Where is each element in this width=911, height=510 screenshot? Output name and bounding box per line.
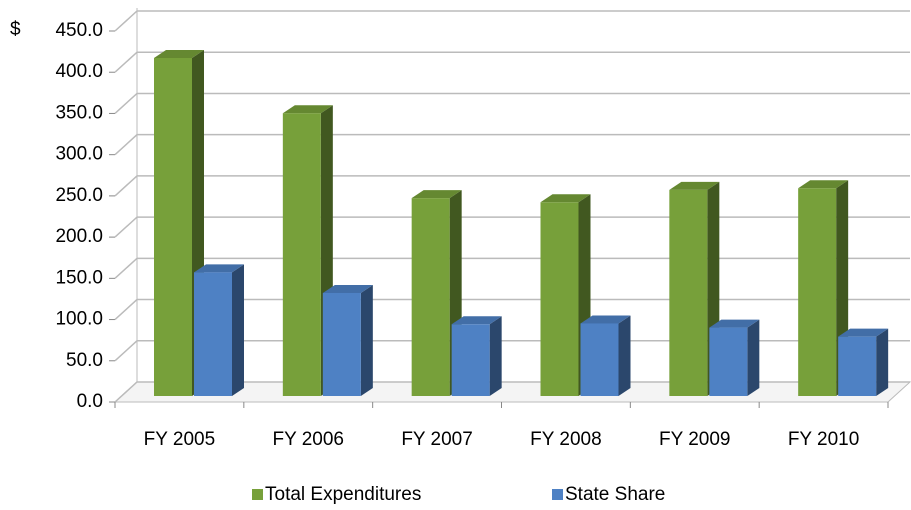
bar-top [322, 284, 373, 293]
y-tick-label: 0.0 [77, 391, 103, 412]
x-tick-label: FY 2008 [530, 429, 601, 450]
bar [322, 284, 373, 396]
grid-line [114, 298, 910, 321]
bar-top [451, 316, 502, 325]
bar [838, 328, 889, 396]
legend-swatch [552, 489, 563, 500]
bar [451, 316, 502, 396]
bar-side [489, 316, 502, 396]
bar-top [540, 194, 591, 203]
y-tick-label: 300.0 [55, 144, 103, 165]
bar-front [194, 272, 232, 396]
bar-top [838, 328, 889, 337]
bar-top [669, 181, 720, 190]
bar-front [838, 336, 877, 396]
bar-front [451, 324, 490, 396]
x-tick-label: FY 2005 [144, 429, 215, 450]
bar-top [709, 319, 760, 328]
bar-top [154, 49, 204, 58]
bar-front [798, 188, 837, 396]
bar-front [411, 198, 450, 396]
grid-line [114, 257, 910, 279]
grid-line [114, 133, 910, 156]
y-tick-label: 250.0 [55, 185, 103, 206]
bar-side [618, 315, 631, 396]
grid-line [114, 175, 910, 197]
bar [580, 315, 631, 396]
grid-line [114, 340, 910, 362]
bar-top [194, 264, 244, 273]
legend-label: State Share [565, 484, 665, 505]
grid-line [114, 10, 910, 32]
y-tick-label: 50.0 [66, 350, 103, 371]
x-tick-label: FY 2010 [788, 429, 859, 450]
bar-side [876, 328, 889, 396]
x-tick-label: FY 2009 [659, 429, 730, 450]
y-tick-label: 200.0 [55, 226, 103, 247]
y-tick-label: 100.0 [55, 309, 103, 330]
y-tick-label: 400.0 [55, 61, 103, 82]
x-tick-label: FY 2006 [273, 429, 344, 450]
grid-line [114, 381, 910, 403]
bar [709, 319, 760, 396]
bar-front [282, 113, 321, 397]
bar-top [580, 315, 631, 324]
bar-side [747, 319, 760, 396]
legend-swatch [252, 489, 263, 500]
y-tick-label: 150.0 [55, 267, 103, 288]
bar-front [669, 189, 708, 396]
legend-label: Total Expenditures [265, 484, 421, 505]
bar-front [154, 57, 192, 396]
grid-line [114, 51, 910, 73]
bar-top [282, 105, 333, 114]
grid-line [114, 216, 910, 238]
bar-front [322, 292, 361, 396]
bar-front [580, 323, 619, 396]
bar-front [709, 327, 748, 396]
bar-side [232, 264, 244, 396]
x-tick-label: FY 2007 [401, 429, 472, 450]
y-axis-unit: $ [10, 19, 21, 40]
bar-front [540, 202, 579, 396]
bar [194, 264, 244, 396]
bar-side [360, 284, 373, 396]
y-tick-label: 350.0 [55, 102, 103, 123]
bar-top [411, 190, 462, 199]
grid-line [114, 92, 910, 114]
bar-top [798, 180, 849, 189]
y-tick-label: 450.0 [55, 20, 103, 41]
